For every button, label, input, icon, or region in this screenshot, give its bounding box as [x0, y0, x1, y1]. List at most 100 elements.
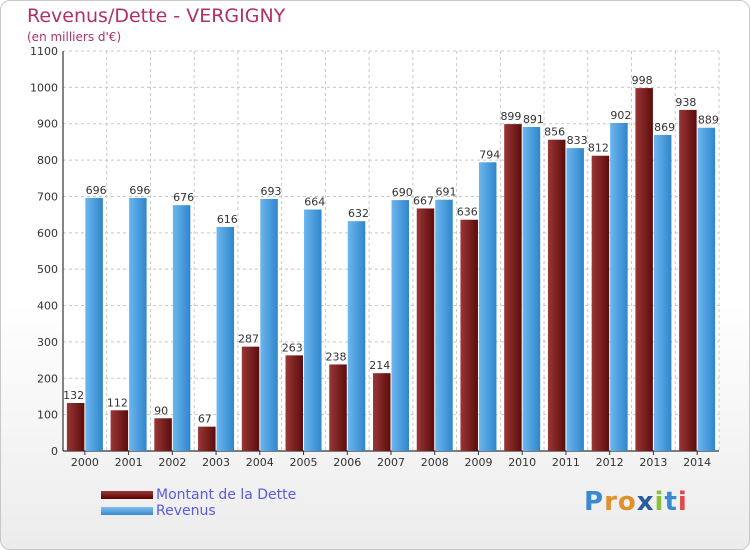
- y-tick-label: 500: [37, 263, 58, 276]
- bar-revenus: [566, 148, 584, 451]
- bar-revenus: [129, 197, 147, 451]
- data-label-debt: 856: [544, 126, 565, 139]
- data-label-revenus: 676: [173, 191, 194, 204]
- bar-revenus: [478, 162, 497, 452]
- data-label-debt: 112: [107, 396, 128, 409]
- bar-revenus: [653, 135, 672, 451]
- chart-title: Revenus/Dette - VERGIGNY: [27, 5, 286, 27]
- legend-item-revenus: Revenus: [101, 503, 296, 519]
- bar-revenus: [697, 127, 716, 452]
- bar-revenus: [172, 205, 191, 451]
- y-tick-label: 1000: [30, 81, 58, 94]
- legend-label-debt: Montant de la Dette: [156, 487, 297, 503]
- data-label-debt: 263: [282, 341, 303, 354]
- data-label-revenus: 889: [698, 114, 719, 127]
- data-label-debt: 667: [413, 194, 434, 207]
- bar-revenus: [435, 199, 453, 451]
- data-label-debt: 636: [457, 206, 478, 219]
- bar-debt: [285, 355, 304, 451]
- proxiti-logo: Proxiti: [584, 487, 688, 517]
- y-tick-label: 0: [51, 445, 58, 458]
- data-label-revenus: 902: [610, 109, 631, 122]
- chart-subtitle: (en milliers d'€): [27, 30, 122, 44]
- bar-debt: [373, 373, 391, 451]
- y-tick-label: 400: [37, 300, 58, 313]
- y-tick-label: 1100: [30, 45, 58, 58]
- bar-revenus: [216, 227, 235, 451]
- bar-debt: [110, 410, 129, 451]
- bar-revenus: [347, 221, 366, 451]
- y-tick-label: 700: [37, 190, 58, 203]
- data-label-revenus: 891: [523, 113, 544, 126]
- data-label-debt: 998: [632, 74, 653, 87]
- bar-debt: [679, 109, 697, 451]
- legend-swatch-revenus: [101, 507, 153, 515]
- y-tick-label: 800: [37, 154, 58, 167]
- x-tick-label: 2001: [115, 456, 143, 469]
- bar-debt: [329, 364, 347, 451]
- x-tick-label: 2006: [333, 456, 361, 469]
- y-tick-label: 100: [37, 409, 58, 422]
- data-label-debt: 899: [500, 110, 521, 123]
- legend-label-revenus: Revenus: [156, 503, 216, 519]
- x-tick-label: 2005: [290, 456, 318, 469]
- x-tick-label: 2003: [202, 456, 230, 469]
- bar-debt: [460, 219, 478, 451]
- legend-swatch-debt: [101, 491, 153, 499]
- legend-item-debt: Montant de la Dette: [101, 487, 296, 503]
- data-label-debt: 67: [198, 413, 212, 426]
- x-tick-label: 2007: [377, 456, 405, 469]
- data-label-revenus: 869: [654, 121, 675, 134]
- bar-debt: [416, 208, 435, 451]
- data-label-debt: 132: [63, 389, 84, 402]
- x-tick-label: 2004: [246, 456, 274, 469]
- x-tick-label: 2014: [683, 456, 711, 469]
- y-tick-label: 200: [37, 372, 58, 385]
- y-tick-label: 600: [37, 227, 58, 240]
- y-tick-label: 300: [37, 336, 58, 349]
- bar-revenus: [391, 200, 409, 451]
- x-tick-label: 2008: [421, 456, 449, 469]
- bar-revenus: [85, 197, 103, 451]
- bar-revenus: [260, 199, 278, 451]
- bar-debt: [66, 403, 85, 451]
- x-tick-label: 2012: [596, 456, 624, 469]
- data-label-revenus: 693: [261, 185, 282, 198]
- legend: Montant de la Dette Revenus: [101, 487, 296, 519]
- x-tick-label: 2011: [552, 456, 580, 469]
- y-tick-label: 900: [37, 118, 58, 131]
- bar-debt: [635, 88, 653, 451]
- x-tick-label: 2002: [158, 456, 186, 469]
- bar-debt: [547, 139, 566, 451]
- plot-area: [63, 51, 719, 451]
- data-label-revenus: 690: [392, 186, 413, 199]
- bar-revenus: [522, 127, 541, 451]
- data-label-debt: 238: [326, 350, 347, 363]
- data-label-revenus: 691: [435, 186, 456, 199]
- data-label-debt: 214: [369, 359, 390, 372]
- bar-revenus: [304, 209, 322, 451]
- bar-debt: [154, 418, 172, 451]
- data-label-revenus: 833: [567, 134, 588, 147]
- data-label-revenus: 696: [86, 184, 107, 197]
- bar-debt: [591, 155, 610, 451]
- data-label-revenus: 696: [129, 184, 150, 197]
- x-tick-label: 2010: [508, 456, 536, 469]
- data-label-debt: 812: [588, 142, 609, 155]
- bar-revenus: [610, 123, 628, 451]
- data-label-revenus: 664: [304, 196, 325, 209]
- data-label-revenus: 794: [479, 148, 500, 161]
- data-label-debt: 287: [238, 333, 259, 346]
- data-label-revenus: 632: [348, 207, 369, 220]
- data-label-debt: 938: [675, 96, 696, 109]
- x-tick-label: 2013: [639, 456, 667, 469]
- bar-debt: [241, 346, 260, 451]
- data-label-revenus: 616: [217, 213, 238, 226]
- data-label-debt: 90: [154, 404, 168, 417]
- bar-debt: [504, 124, 522, 451]
- x-tick-label: 2009: [464, 456, 492, 469]
- x-tick-label: 2000: [71, 456, 99, 469]
- bar-debt: [198, 426, 216, 451]
